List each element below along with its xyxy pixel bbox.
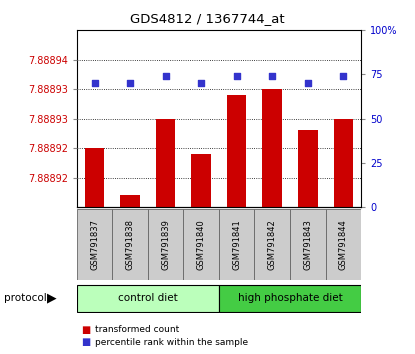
Bar: [77, 209, 112, 280]
Bar: [219, 209, 254, 280]
Text: high phosphate diet: high phosphate diet: [238, 293, 342, 303]
Bar: [290, 209, 325, 280]
Bar: [85, 148, 104, 207]
Point: [91, 80, 98, 86]
Text: control diet: control diet: [118, 293, 178, 303]
Bar: [156, 119, 176, 207]
Text: GSM791844: GSM791844: [339, 219, 348, 270]
Bar: [325, 209, 361, 280]
Point: [127, 80, 133, 86]
Bar: [262, 89, 282, 207]
Point: [162, 73, 169, 79]
Bar: [120, 195, 140, 207]
Text: GSM791837: GSM791837: [90, 219, 99, 270]
Text: percentile rank within the sample: percentile rank within the sample: [95, 338, 249, 347]
Bar: [148, 209, 183, 280]
Bar: [183, 209, 219, 280]
Point: [269, 73, 276, 79]
Bar: [334, 119, 353, 207]
Point: [340, 73, 347, 79]
Point: [198, 80, 205, 86]
Text: GSM791841: GSM791841: [232, 219, 241, 270]
Bar: [254, 209, 290, 280]
Text: protocol: protocol: [4, 293, 47, 303]
Text: transformed count: transformed count: [95, 325, 180, 335]
Bar: [227, 95, 247, 207]
Bar: [219, 285, 361, 312]
Point: [305, 80, 311, 86]
Text: GSM791840: GSM791840: [197, 219, 206, 270]
Text: GSM791839: GSM791839: [161, 219, 170, 270]
Text: GSM791843: GSM791843: [303, 219, 312, 270]
Point: [233, 73, 240, 79]
Text: GSM791842: GSM791842: [268, 219, 277, 270]
Text: ▶: ▶: [47, 292, 57, 305]
Text: GDS4812 / 1367744_at: GDS4812 / 1367744_at: [130, 12, 285, 25]
Bar: [112, 209, 148, 280]
Bar: [77, 285, 219, 312]
Text: ■: ■: [81, 325, 90, 335]
Bar: [298, 130, 317, 207]
Bar: [191, 154, 211, 207]
Text: ■: ■: [81, 337, 90, 347]
Text: GSM791838: GSM791838: [126, 219, 134, 270]
